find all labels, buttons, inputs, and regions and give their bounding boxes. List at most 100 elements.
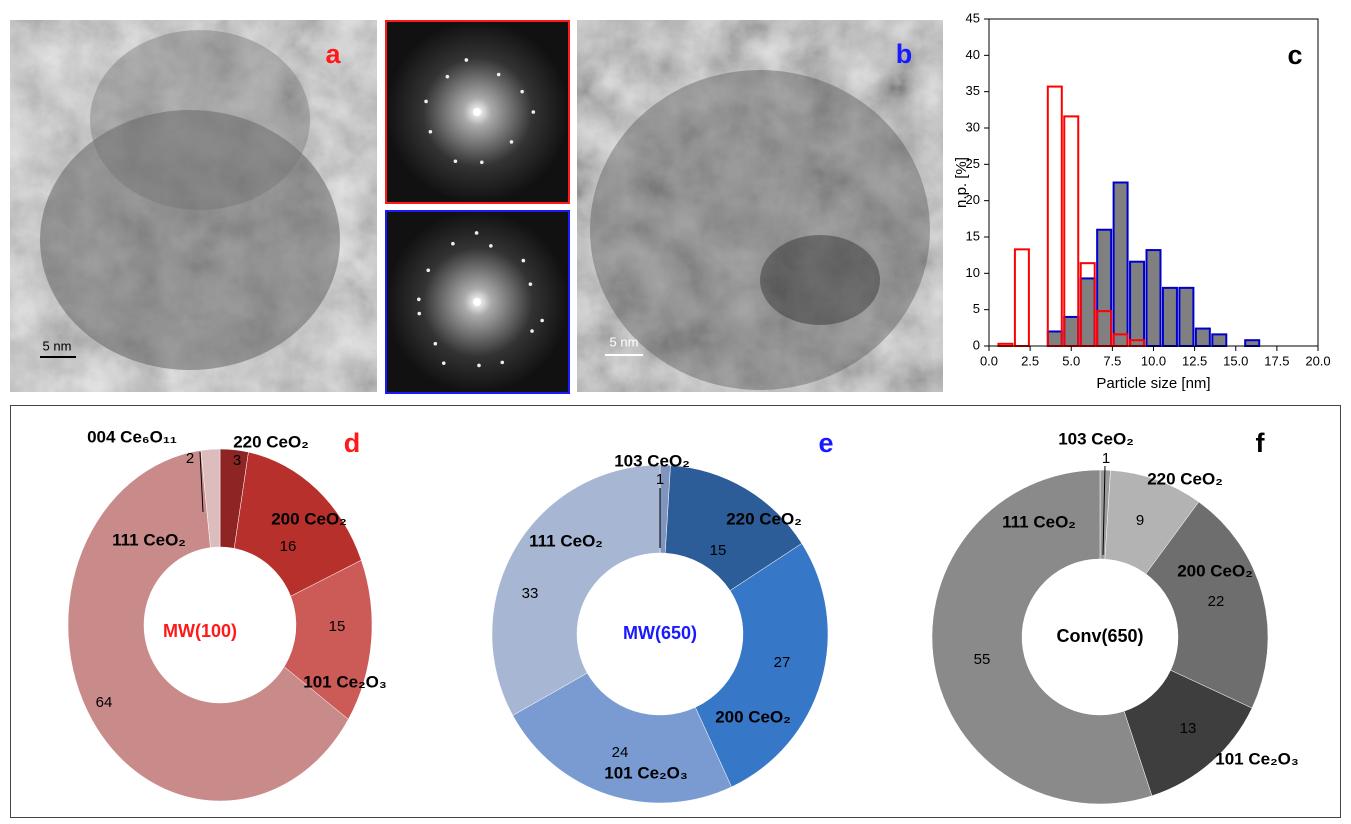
- panel-label: c: [1287, 40, 1302, 70]
- x-tick-label: 7.5: [1103, 353, 1121, 368]
- histogram-bar: [1064, 317, 1078, 346]
- tem-image-b: 5 nm b: [577, 20, 943, 392]
- x-tick-label: 2.5: [1021, 353, 1039, 368]
- slice-label: 101 Ce₂O₃: [1215, 749, 1298, 768]
- y-tick-label: 5: [973, 301, 980, 316]
- y-tick-label: 45: [966, 10, 980, 25]
- slice-value: 2: [186, 450, 194, 467]
- particle-cluster: [90, 30, 310, 210]
- x-tick-label: 15.0: [1223, 353, 1248, 368]
- histogram-bar: [1081, 278, 1095, 346]
- slice-label: 220 CeO₂: [1147, 469, 1223, 488]
- slice-label: 004 Ce₆O₁₁: [87, 427, 177, 446]
- slice-label: 200 CeO₂: [715, 707, 791, 726]
- panel-label: b: [896, 39, 913, 69]
- fft-center: [473, 108, 481, 116]
- x-tick-label: 17.5: [1264, 353, 1289, 368]
- panel-label: a: [325, 39, 341, 69]
- scale-label: 5 nm: [43, 338, 72, 353]
- fft-spot: [424, 100, 428, 104]
- fft-spot: [426, 268, 430, 272]
- fft-spot: [529, 282, 533, 286]
- donut-slice: [695, 543, 828, 786]
- histogram-bar: [1245, 340, 1259, 346]
- x-tick-label: 20.0: [1305, 353, 1330, 368]
- center-label: MW(100): [163, 621, 237, 641]
- particle-cluster: [590, 70, 930, 390]
- histogram-bar: [1064, 116, 1078, 346]
- fft-spot: [442, 361, 446, 365]
- slice-label: 103 CeO₂: [1058, 429, 1134, 448]
- y-tick-label: 40: [966, 47, 980, 62]
- slice-label: 101 Ce₂O₃: [303, 672, 386, 691]
- slice-value: 55: [974, 651, 991, 668]
- slice-value: 13: [1180, 720, 1197, 737]
- slice-value: 64: [96, 694, 113, 711]
- slice-label: 111 CeO₂: [112, 530, 186, 549]
- fft-spot: [475, 231, 479, 235]
- slice-label: 111 CeO₂: [1002, 512, 1076, 531]
- x-tick-label: 10.0: [1141, 353, 1166, 368]
- slice-value: 24: [612, 744, 629, 761]
- histogram-bar: [1163, 288, 1177, 346]
- slice-label: 200 CeO₂: [271, 509, 347, 528]
- fft-spot: [465, 58, 469, 62]
- slice-value: 15: [329, 618, 346, 635]
- x-axis-label: Particle size [nm]: [1096, 375, 1210, 392]
- fft-spot: [429, 130, 433, 134]
- slice-label: 101 Ce₂O₃: [604, 763, 687, 782]
- slice-value: 33: [522, 585, 539, 602]
- figure: 5 nm a 5 nm b 0.0 2.5 5.0 7.5 10.0 12.5 15.0 17…: [0, 0, 1351, 824]
- donut-slice: [492, 465, 660, 715]
- fft-spot: [477, 364, 481, 368]
- histogram-bar: [1097, 230, 1111, 346]
- slice-label: 200 CeO₂: [1177, 561, 1253, 580]
- fft-spot: [540, 319, 544, 323]
- slice-value: 16: [280, 538, 297, 555]
- center-label: MW(650): [623, 623, 697, 643]
- particle-cluster: [760, 235, 880, 325]
- fft-center: [473, 298, 481, 306]
- panel-label: d: [344, 428, 361, 458]
- y-tick-label: 15: [966, 228, 980, 243]
- slice-value: 27: [774, 654, 791, 671]
- histogram-bar: [1015, 249, 1029, 346]
- y-tick-label: 0: [973, 337, 980, 352]
- center-label: Conv(650): [1056, 626, 1143, 646]
- y-tick-label: 35: [966, 83, 980, 98]
- fft-spot: [417, 298, 421, 302]
- histogram-bar: [1212, 334, 1226, 346]
- fft-spot: [434, 342, 438, 346]
- histogram-bar: [1196, 329, 1210, 346]
- y-tick-label: 30: [966, 119, 980, 134]
- histogram-bar: [1147, 250, 1161, 346]
- histogram-bar: [1048, 87, 1062, 346]
- panel-label: e: [818, 428, 833, 458]
- fft-spot: [530, 329, 534, 333]
- x-tick-label: 12.5: [1182, 353, 1207, 368]
- fft-spot: [520, 90, 524, 94]
- slice-label: 111 CeO₂: [529, 531, 603, 550]
- tem-image-a: 5 nm a: [10, 20, 377, 392]
- slice-value: 9: [1136, 512, 1144, 529]
- slice-label: 220 CeO₂: [233, 432, 309, 451]
- fft-spot: [500, 361, 504, 365]
- slice-value: 15: [710, 542, 727, 559]
- y-axis-label: n.p. [%]: [953, 157, 970, 208]
- histogram-bar: [1048, 331, 1062, 346]
- slice-value: 1: [656, 471, 664, 488]
- fft-spot: [417, 312, 421, 316]
- slice-label: 103 CeO₂: [614, 451, 690, 470]
- fft-spot: [446, 75, 450, 79]
- fft-spot: [532, 110, 536, 114]
- slice-value: 3: [233, 452, 241, 469]
- slice-value: 22: [1208, 593, 1225, 610]
- slice-value: 1: [1102, 450, 1110, 467]
- fft-images: [386, 21, 569, 393]
- histogram-bar: [1179, 288, 1193, 346]
- x-tick-label: 5.0: [1062, 353, 1080, 368]
- histogram-bar: [1130, 262, 1144, 346]
- slice-label: 220 CeO₂: [726, 509, 802, 528]
- x-tick-label: 0.0: [980, 353, 998, 368]
- fft-spot: [480, 160, 484, 164]
